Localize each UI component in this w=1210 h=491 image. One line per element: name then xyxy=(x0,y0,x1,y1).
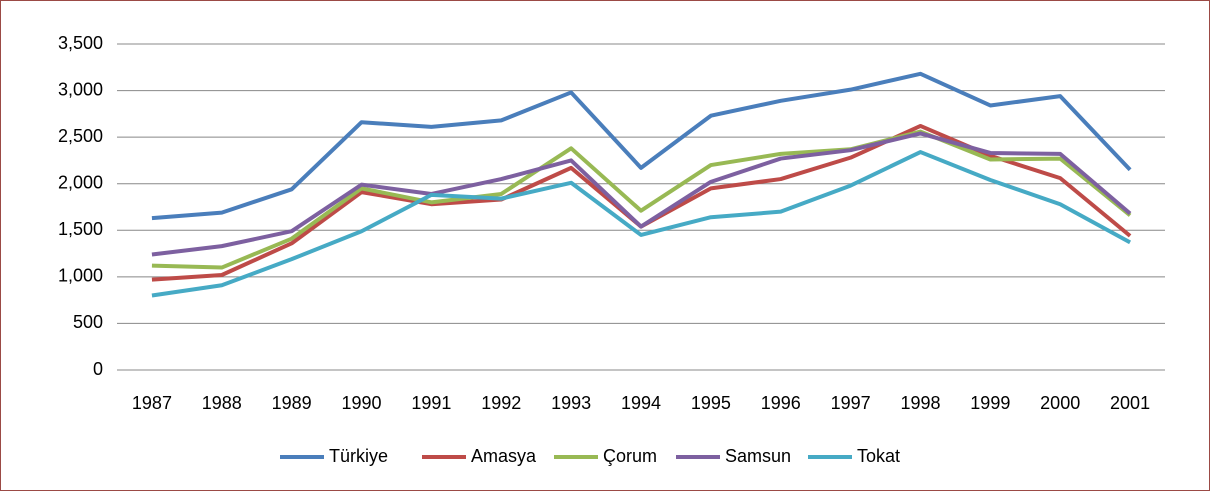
y-tick-label: 2,000 xyxy=(58,172,103,192)
x-tick-label: 1988 xyxy=(202,393,242,413)
x-tick-label: 1992 xyxy=(481,393,521,413)
legend-label: Türkiye xyxy=(329,446,388,466)
x-tick-label: 1987 xyxy=(132,393,172,413)
legend-label: Amasya xyxy=(471,446,537,466)
legend-label: Samsun xyxy=(725,446,791,466)
y-tick-label: 0 xyxy=(93,359,103,379)
line-series xyxy=(151,129,1132,270)
y-tick-label: 1,000 xyxy=(58,266,103,286)
x-tick-label: 1990 xyxy=(342,393,382,413)
y-tick-label: 1,500 xyxy=(58,219,103,239)
line-series xyxy=(151,71,1132,221)
x-tick-label: 2001 xyxy=(1110,393,1150,413)
y-tick-label: 500 xyxy=(73,312,103,332)
line-series xyxy=(151,131,1132,257)
line-series xyxy=(151,150,1132,298)
x-tick-label: 1995 xyxy=(691,393,731,413)
x-tick-label: 2000 xyxy=(1040,393,1080,413)
legend-label: Çorum xyxy=(603,446,657,466)
x-tick-label: 1998 xyxy=(900,393,940,413)
x-tick-label: 1997 xyxy=(831,393,871,413)
x-tick-label: 1996 xyxy=(761,393,801,413)
y-tick-label: 3,000 xyxy=(58,79,103,99)
y-tick-label: 2,500 xyxy=(58,126,103,146)
x-tick-label: 1989 xyxy=(272,393,312,413)
legend-label: Tokat xyxy=(857,446,900,466)
x-tick-label: 1991 xyxy=(411,393,451,413)
x-tick-label: 1993 xyxy=(551,393,591,413)
x-tick-label: 1994 xyxy=(621,393,661,413)
y-tick-label: 3,500 xyxy=(58,33,103,53)
x-tick-label: 1999 xyxy=(970,393,1010,413)
